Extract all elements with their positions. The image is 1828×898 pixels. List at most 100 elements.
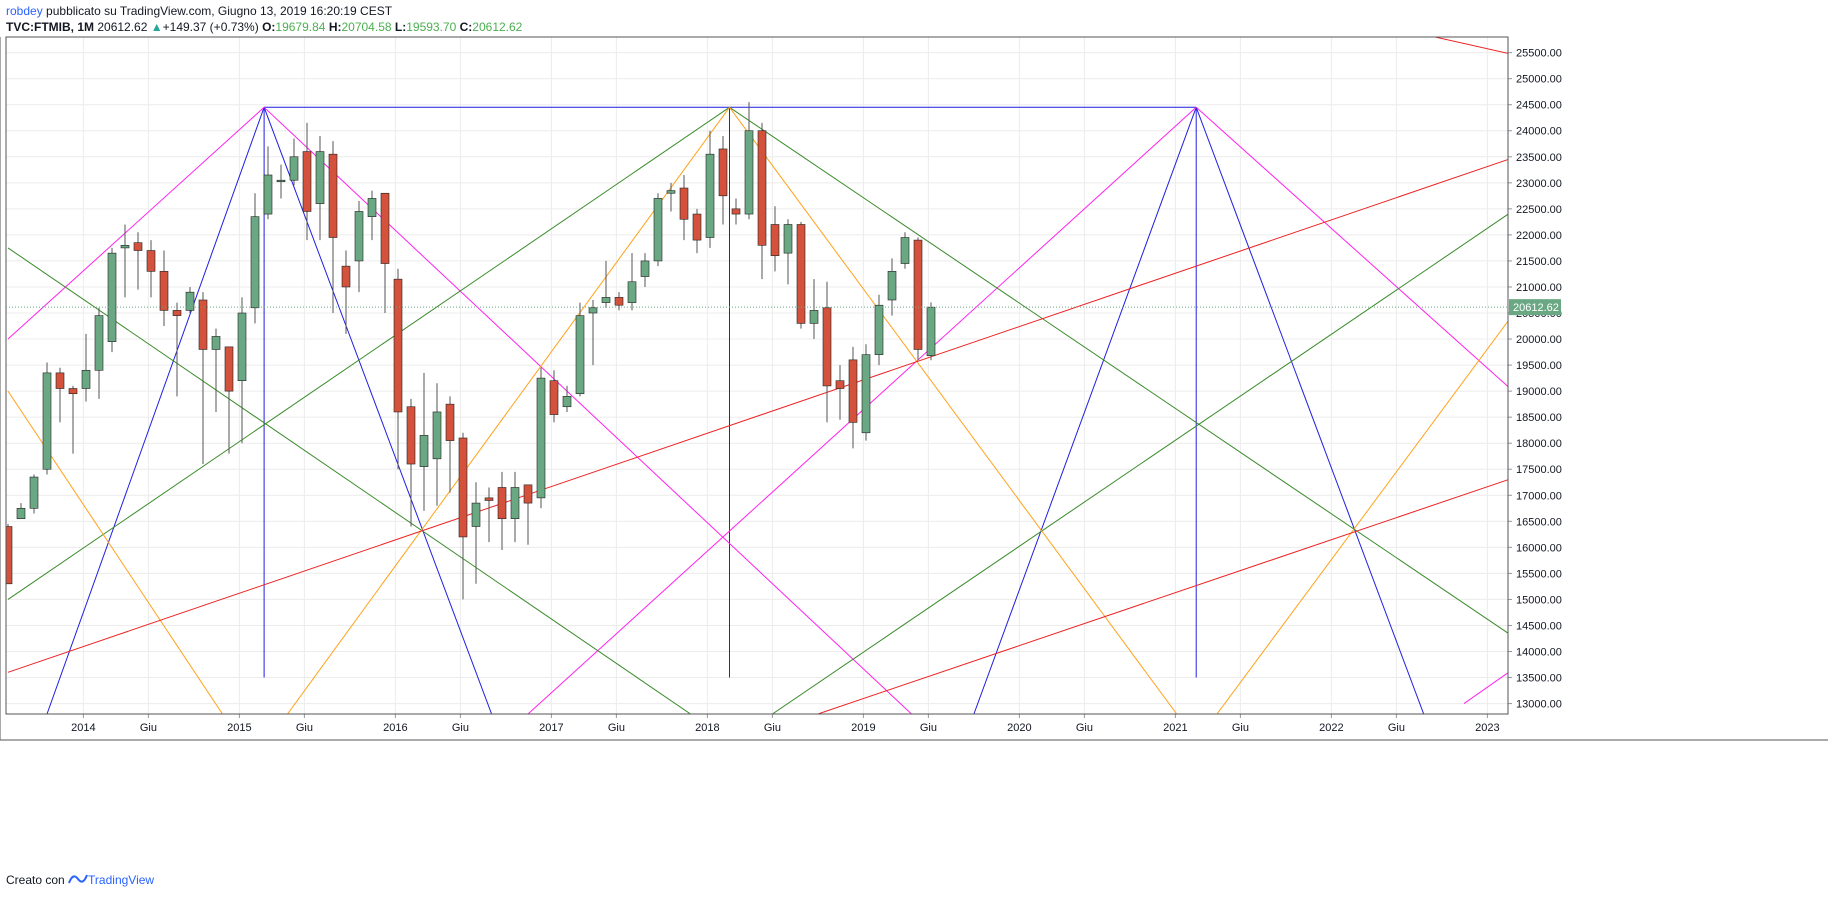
candle-up <box>94 315 104 371</box>
open-value: 19679.84 <box>275 20 326 34</box>
y-tick-label: 15500.00 <box>1516 568 1562 580</box>
y-tick-label: 14000.00 <box>1516 647 1562 659</box>
candle-down <box>55 372 65 389</box>
author-link[interactable]: robdey <box>6 4 43 18</box>
candle-down <box>146 250 156 272</box>
candle-down <box>848 359 858 423</box>
candle-up <box>81 369 91 389</box>
magenta-trend-line <box>1195 106 1508 388</box>
candle-up <box>120 245 130 249</box>
x-tick-label: 2021 <box>1163 722 1187 734</box>
x-tick-label: Giu <box>1388 722 1405 734</box>
x-tick-label: Giu <box>608 722 625 734</box>
candle-up <box>926 306 936 357</box>
axes: 13000.00 13500.00 14000.00 14500.00 15000.00… <box>0 36 1828 741</box>
magenta-trend-line <box>7 106 265 340</box>
candle-up <box>315 151 325 204</box>
x-tick-label: Giu <box>920 722 937 734</box>
candle-down <box>718 148 728 197</box>
published-text: pubblicato su TradingView.com, Giugno 13… <box>46 4 393 18</box>
candle-up <box>471 502 481 527</box>
candle-down <box>692 213 702 241</box>
candle-up <box>783 224 793 254</box>
candle-down <box>835 380 845 389</box>
y-tick-label: 24000.00 <box>1516 126 1562 138</box>
candle-up <box>211 336 221 350</box>
candle-up <box>185 291 195 311</box>
x-tick-label: Giu <box>140 722 157 734</box>
candle-up <box>861 354 871 434</box>
gann-fan-lines <box>7 37 1508 714</box>
candle-series <box>6 102 936 600</box>
orange-trend-line <box>729 107 1178 714</box>
y-tick-label: 18000.00 <box>1516 438 1562 450</box>
y-tick-label: 14500.00 <box>1516 620 1562 632</box>
last-price-tag: 20612.62 <box>6 299 1561 316</box>
orange-trend-line <box>287 107 730 714</box>
candle-down <box>822 307 832 387</box>
candle-up <box>42 372 52 470</box>
candle-down <box>458 437 468 538</box>
candle-down <box>913 239 923 350</box>
last-price: 20612.62 <box>97 20 148 34</box>
close-value: 20612.62 <box>472 20 523 34</box>
candle-down <box>133 242 143 251</box>
candle-up <box>419 435 429 467</box>
candle-up <box>510 487 520 520</box>
up-arrow-icon: ▲ <box>150 20 163 34</box>
tradingview-logo-icon <box>68 874 88 884</box>
tradingview-link[interactable]: TradingView <box>88 873 155 887</box>
candle-up <box>536 377 546 499</box>
candle-up <box>666 190 676 194</box>
candle-up <box>107 252 117 342</box>
candle-down <box>159 271 169 311</box>
y-tick-label: 25000.00 <box>1516 74 1562 86</box>
candle-down <box>484 497 494 501</box>
candle-up <box>263 174 273 215</box>
green-trend-line <box>7 106 730 600</box>
y-tick-label: 21000.00 <box>1516 282 1562 294</box>
candle-up <box>432 411 442 460</box>
y-tick-label: 20000.00 <box>1516 334 1562 346</box>
candle-down <box>328 153 338 238</box>
y-tick-label: 13000.00 <box>1516 699 1562 711</box>
x-tick-label: 2016 <box>383 722 407 734</box>
x-tick-label: 2014 <box>71 722 95 734</box>
candle-up <box>16 507 26 520</box>
candle-up <box>627 281 637 303</box>
candle-up <box>653 198 663 262</box>
candle-down <box>796 224 806 324</box>
low-value: 19593.70 <box>406 20 457 34</box>
last-price-label: 20612.62 <box>1513 302 1559 314</box>
magenta-trend-line <box>263 106 912 714</box>
ohlc-legend: TVC:FTMIB, 1M 20612.62 ▲+149.37 (+0.73%)… <box>6 20 522 34</box>
candle-up <box>237 312 247 382</box>
candle-up <box>705 153 715 238</box>
symbol-label: TVC:FTMIB, 1M <box>6 20 94 34</box>
green-trend-line <box>729 106 1508 634</box>
candle-up <box>809 310 819 324</box>
y-tick-label: 17500.00 <box>1516 464 1562 476</box>
candle-down <box>523 484 533 504</box>
candle-up <box>367 198 377 217</box>
y-tick-label: 25500.00 <box>1516 48 1562 60</box>
x-tick-label: 2015 <box>227 722 251 734</box>
candle-up <box>562 396 572 408</box>
candle-up <box>29 476 39 509</box>
blue-trend-line <box>263 107 493 714</box>
candle-down <box>679 187 689 220</box>
candle-down <box>497 487 507 520</box>
last-price-box <box>1509 299 1561 316</box>
y-tick-label: 22000.00 <box>1516 230 1562 242</box>
change-text: +149.37 (+0.73%) <box>162 20 259 34</box>
y-tick-label: 23500.00 <box>1516 152 1562 164</box>
x-tick-label: Giu <box>296 722 313 734</box>
candle-down <box>731 208 741 215</box>
candle-up <box>276 179 286 183</box>
y-tick-label: 22500.00 <box>1516 204 1562 216</box>
candle-up <box>900 237 910 264</box>
green-trend-line <box>7 247 691 714</box>
candle-up <box>575 315 585 395</box>
candle-up <box>874 304 884 355</box>
